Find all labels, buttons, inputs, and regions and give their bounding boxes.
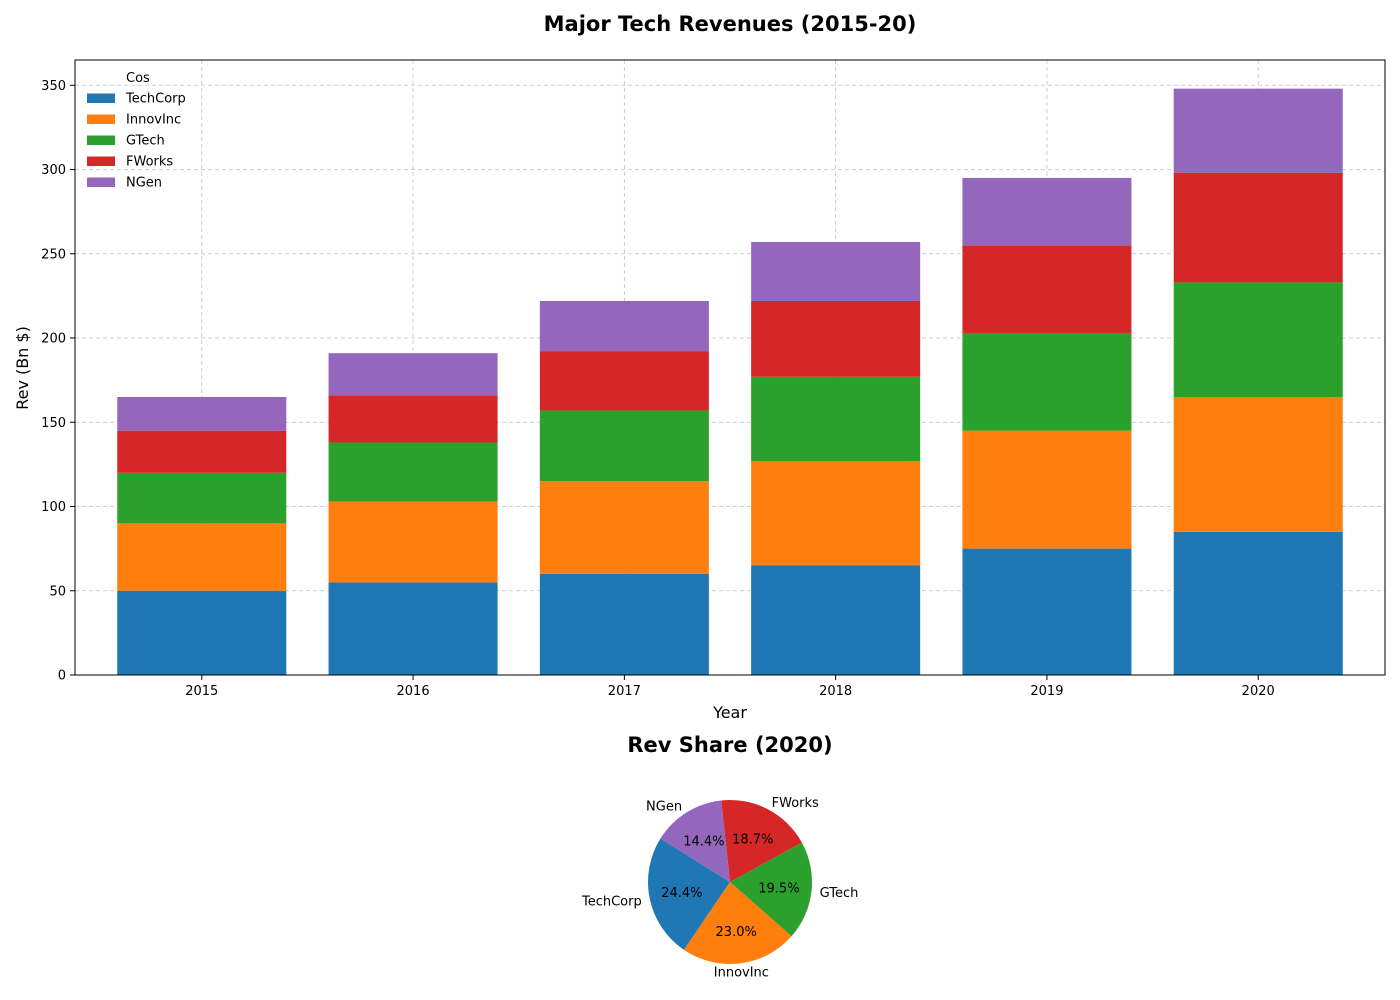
y-tick-label: 150 <box>41 416 66 431</box>
x-tick-label: 2017 <box>608 684 641 699</box>
pie-slice-fworks <box>721 800 802 882</box>
y-axis-label: Rev (Bn $) <box>13 326 32 410</box>
legend-title: Cos <box>126 71 150 86</box>
legend-label-gtech: GTech <box>126 134 165 149</box>
y-tick-label: 0 <box>58 669 66 684</box>
bar-techcorp-2020 <box>1173 531 1343 675</box>
pie-pct-fworks: 18.7% <box>732 832 773 847</box>
pie-pct-gtech: 19.5% <box>758 881 799 896</box>
bar-ngen-2020 <box>1173 88 1343 173</box>
bar-fworks-2017 <box>539 351 709 411</box>
y-tick-label: 50 <box>49 584 66 599</box>
bar-ngen-2015 <box>117 396 287 431</box>
pie-slices <box>648 800 812 965</box>
pie-pct-innovinc: 23.0% <box>716 925 757 940</box>
bars <box>117 88 1343 675</box>
bar-techcorp-2019 <box>962 548 1132 675</box>
bar-ngen-2017 <box>539 300 709 352</box>
bar-fworks-2015 <box>117 430 287 473</box>
bar-innovinc-2020 <box>1173 396 1343 532</box>
bar-gtech-2017 <box>539 410 709 482</box>
bar-chart-title: Major Tech Revenues (2015-20) <box>544 12 917 36</box>
pie-chart-title: Rev Share (2020) <box>627 733 832 757</box>
x-tick-label: 2016 <box>397 684 430 699</box>
pie-pct-ngen: 14.4% <box>683 834 724 849</box>
bar-ngen-2018 <box>751 241 921 301</box>
x-axis-ticks: 2015 2016 2017 2018 2019 2020 <box>185 675 1275 699</box>
bar-ngen-2019 <box>962 177 1132 246</box>
pie-slice-techcorp <box>648 838 730 950</box>
bar-techcorp-2018 <box>751 565 921 675</box>
bar-fworks-2016 <box>328 395 498 443</box>
bar-gtech-2016 <box>328 442 498 502</box>
pie-slice-innovinc <box>683 882 792 965</box>
y-tick-label: 350 <box>41 79 66 94</box>
legend-swatch-ngen <box>87 177 115 187</box>
pie-labels: TechCorp 24.4% InnovInc 23.0% GTech 19.5% FWor… <box>581 796 858 980</box>
pie-label-innovinc: InnovInc <box>714 965 769 980</box>
bar-gtech-2020 <box>1173 282 1343 397</box>
y-tick-label: 200 <box>41 332 66 347</box>
pie-label-fworks: FWorks <box>772 796 819 811</box>
bar-fworks-2018 <box>751 300 921 377</box>
legend-label-ngen: NGen <box>126 176 162 191</box>
x-tick-label: 2019 <box>1030 684 1063 699</box>
y-axis-ticks: 0 50 100 150 200 250 300 350 <box>41 79 75 684</box>
bar-gtech-2015 <box>117 472 287 524</box>
plot-frame <box>74 59 1386 676</box>
bar-gtech-2018 <box>751 376 921 462</box>
bar-chart: Major Tech Revenues (2015-20) 0 50 100 150 2… <box>13 12 1386 722</box>
bar-techcorp-2015 <box>117 590 287 675</box>
pie-slice-ngen <box>660 800 730 882</box>
x-tick-label: 2020 <box>1242 684 1275 699</box>
pie-chart: Rev Share (2020) TechCorp 24.4% InnovInc 23… <box>581 733 858 980</box>
bar-innovinc-2019 <box>962 430 1132 549</box>
bar-innovinc-2016 <box>328 501 498 583</box>
legend-swatch-techcorp <box>87 93 115 103</box>
x-tick-label: 2018 <box>819 684 852 699</box>
legend-swatch-gtech <box>87 135 115 145</box>
legend-label-innovinc: InnovInc <box>126 113 181 128</box>
bar-innovinc-2015 <box>117 523 287 591</box>
pie-label-techcorp: TechCorp <box>581 895 642 910</box>
bar-techcorp-2016 <box>328 582 498 675</box>
legend-label-techcorp: TechCorp <box>125 92 186 107</box>
bar-innovinc-2017 <box>539 481 709 574</box>
bar-gtech-2019 <box>962 332 1132 431</box>
pie-pct-techcorp: 24.4% <box>661 886 702 901</box>
bar-fworks-2019 <box>962 245 1132 333</box>
bar-techcorp-2017 <box>539 573 709 675</box>
bar-ngen-2016 <box>328 353 498 396</box>
pie-label-gtech: GTech <box>820 886 859 901</box>
legend: Cos TechCorp InnovInc GTech FWorks NGen <box>87 71 186 191</box>
x-tick-label: 2015 <box>185 684 218 699</box>
bar-innovinc-2018 <box>751 461 921 566</box>
y-tick-label: 300 <box>41 163 66 178</box>
legend-label-fworks: FWorks <box>126 155 173 170</box>
legend-swatch-innovinc <box>87 114 115 124</box>
bar-fworks-2020 <box>1173 172 1343 283</box>
legend-swatch-fworks <box>87 156 115 166</box>
x-axis-label: Year <box>712 703 747 722</box>
y-tick-label: 250 <box>41 247 66 262</box>
pie-slice-gtech <box>730 842 812 937</box>
y-tick-label: 100 <box>41 500 66 515</box>
pie-label-ngen: NGen <box>646 800 682 815</box>
